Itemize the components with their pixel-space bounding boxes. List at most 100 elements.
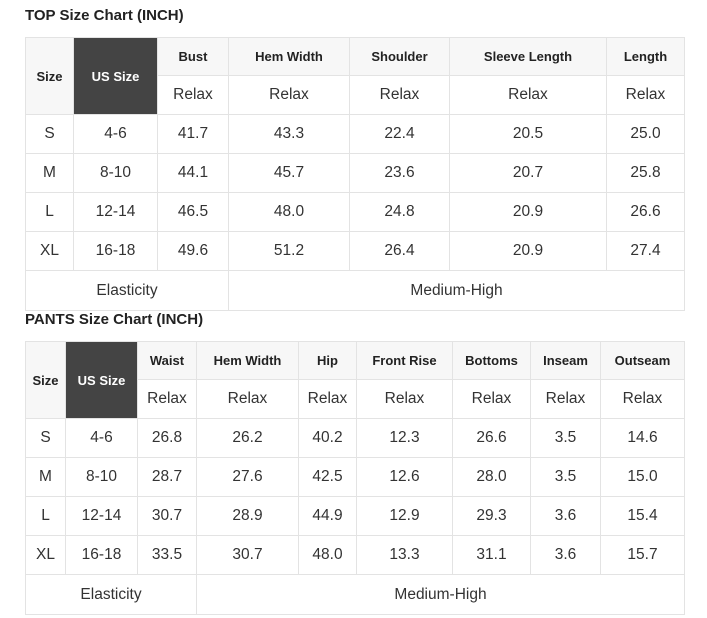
- table-row: M 8-10 28.7 27.6 42.5 12.6 28.0 3.5 15.0: [25, 457, 685, 497]
- fit-label: Relax: [356, 379, 453, 419]
- elasticity-label: Elasticity: [25, 574, 197, 615]
- elasticity-label: Elasticity: [25, 270, 229, 311]
- table-cell: 12.3: [356, 418, 453, 458]
- elasticity-row: Elasticity Medium-High: [25, 270, 685, 311]
- table-cell: 12.9: [356, 496, 453, 536]
- elasticity-value: Medium-High: [196, 574, 685, 615]
- elasticity-row: Elasticity Medium-High: [25, 574, 685, 615]
- table-row: XL 16-18 33.5 30.7 48.0 13.3 31.1 3.6 15.7: [25, 535, 685, 575]
- table-cell: 20.7: [449, 153, 607, 193]
- column-header: Sleeve Length: [449, 37, 607, 76]
- table-cell: 23.6: [349, 153, 450, 193]
- header-row: Size US Size Bust Hem Width Shoulder Sleeve L…: [25, 37, 685, 115]
- column-header: Outseam: [600, 341, 685, 380]
- fit-label: Relax: [600, 379, 685, 419]
- pants-chart-title: PANTS Size Chart (INCH): [25, 311, 204, 328]
- table-cell: M: [25, 153, 74, 193]
- table-cell: 43.3: [228, 114, 350, 154]
- table-cell: XL: [25, 535, 66, 575]
- table-cell: 25.0: [606, 114, 685, 154]
- table-cell: S: [25, 418, 66, 458]
- table-cell: 20.9: [449, 192, 607, 232]
- table-cell: 31.1: [452, 535, 531, 575]
- table-cell: 8-10: [73, 153, 158, 193]
- table-cell: 12-14: [73, 192, 158, 232]
- table-cell: 48.0: [298, 535, 357, 575]
- fit-label: Relax: [137, 379, 197, 419]
- table-cell: 15.0: [600, 457, 685, 497]
- column-header: Shoulder: [349, 37, 450, 76]
- column-header: Length: [606, 37, 685, 76]
- table-cell: 24.8: [349, 192, 450, 232]
- table-cell: 3.6: [530, 535, 601, 575]
- table-cell: 26.8: [137, 418, 197, 458]
- table-cell: 41.7: [157, 114, 229, 154]
- column-header: Bottoms: [452, 341, 531, 380]
- table-cell: XL: [25, 231, 74, 271]
- table-cell: S: [25, 114, 74, 154]
- table-cell: 26.6: [606, 192, 685, 232]
- table-cell: 26.6: [452, 418, 531, 458]
- table-cell: 45.7: [228, 153, 350, 193]
- table-cell: 49.6: [157, 231, 229, 271]
- table-cell: 44.1: [157, 153, 229, 193]
- table-cell: 30.7: [196, 535, 299, 575]
- table-row: XL 16-18 49.6 51.2 26.4 20.9 27.4: [25, 231, 685, 271]
- subheader-row: Relax Relax Relax Relax Relax: [26, 75, 685, 115]
- table-cell: 28.0: [452, 457, 531, 497]
- column-header: Front Rise: [356, 341, 453, 380]
- table-cell: M: [25, 457, 66, 497]
- table-cell: 16-18: [65, 535, 138, 575]
- table-cell: 22.4: [349, 114, 450, 154]
- fit-label: Relax: [228, 75, 350, 115]
- table-row: M 8-10 44.1 45.7 23.6 20.7 25.8: [25, 153, 685, 193]
- column-header: Hem Width: [228, 37, 350, 76]
- table-cell: 42.5: [298, 457, 357, 497]
- fit-label: Relax: [298, 379, 357, 419]
- table-cell: 13.3: [356, 535, 453, 575]
- table-cell: 4-6: [73, 114, 158, 154]
- table-cell: L: [25, 192, 74, 232]
- table-cell: 4-6: [65, 418, 138, 458]
- fit-label: Relax: [530, 379, 601, 419]
- table-row: S 4-6 41.7 43.3 22.4 20.5 25.0: [25, 114, 685, 154]
- table-cell: 25.8: [606, 153, 685, 193]
- table-cell: 15.7: [600, 535, 685, 575]
- elasticity-value: Medium-High: [228, 270, 685, 311]
- table-cell: 28.9: [196, 496, 299, 536]
- top-chart-title: TOP Size Chart (INCH): [25, 7, 184, 24]
- size-header: Size: [25, 37, 74, 115]
- table-row: S 4-6 26.8 26.2 40.2 12.3 26.6 3.5 14.6: [25, 418, 685, 458]
- table-cell: 3.5: [530, 457, 601, 497]
- table-cell: 26.4: [349, 231, 450, 271]
- table-cell: 29.3: [452, 496, 531, 536]
- table-cell: 44.9: [298, 496, 357, 536]
- fit-label: Relax: [449, 75, 607, 115]
- fit-label: Relax: [349, 75, 450, 115]
- table-row: L 12-14 30.7 28.9 44.9 12.9 29.3 3.6 15.4: [25, 496, 685, 536]
- fit-label: Relax: [196, 379, 299, 419]
- us-size-header: US Size: [73, 37, 158, 115]
- column-header: Inseam: [530, 341, 601, 380]
- table-cell: 3.5: [530, 418, 601, 458]
- size-header: Size: [25, 341, 66, 419]
- table-cell: 33.5: [137, 535, 197, 575]
- table-cell: 12.6: [356, 457, 453, 497]
- table-row: L 12-14 46.5 48.0 24.8 20.9 26.6: [25, 192, 685, 232]
- table-cell: 20.9: [449, 231, 607, 271]
- table-cell: 46.5: [157, 192, 229, 232]
- subheader-row: Relax Relax Relax Relax Relax Relax Relax: [26, 379, 685, 419]
- column-header: Bust: [157, 37, 229, 76]
- column-header: Hip: [298, 341, 357, 380]
- table-cell: 16-18: [73, 231, 158, 271]
- table-cell: 48.0: [228, 192, 350, 232]
- pants-size-table: Size US Size Waist Hem Width Hip Front Rise Bo…: [25, 341, 685, 615]
- fit-label: Relax: [452, 379, 531, 419]
- table-cell: L: [25, 496, 66, 536]
- table-cell: 40.2: [298, 418, 357, 458]
- table-cell: 51.2: [228, 231, 350, 271]
- table-cell: 27.4: [606, 231, 685, 271]
- table-cell: 14.6: [600, 418, 685, 458]
- us-size-header: US Size: [65, 341, 138, 419]
- table-cell: 26.2: [196, 418, 299, 458]
